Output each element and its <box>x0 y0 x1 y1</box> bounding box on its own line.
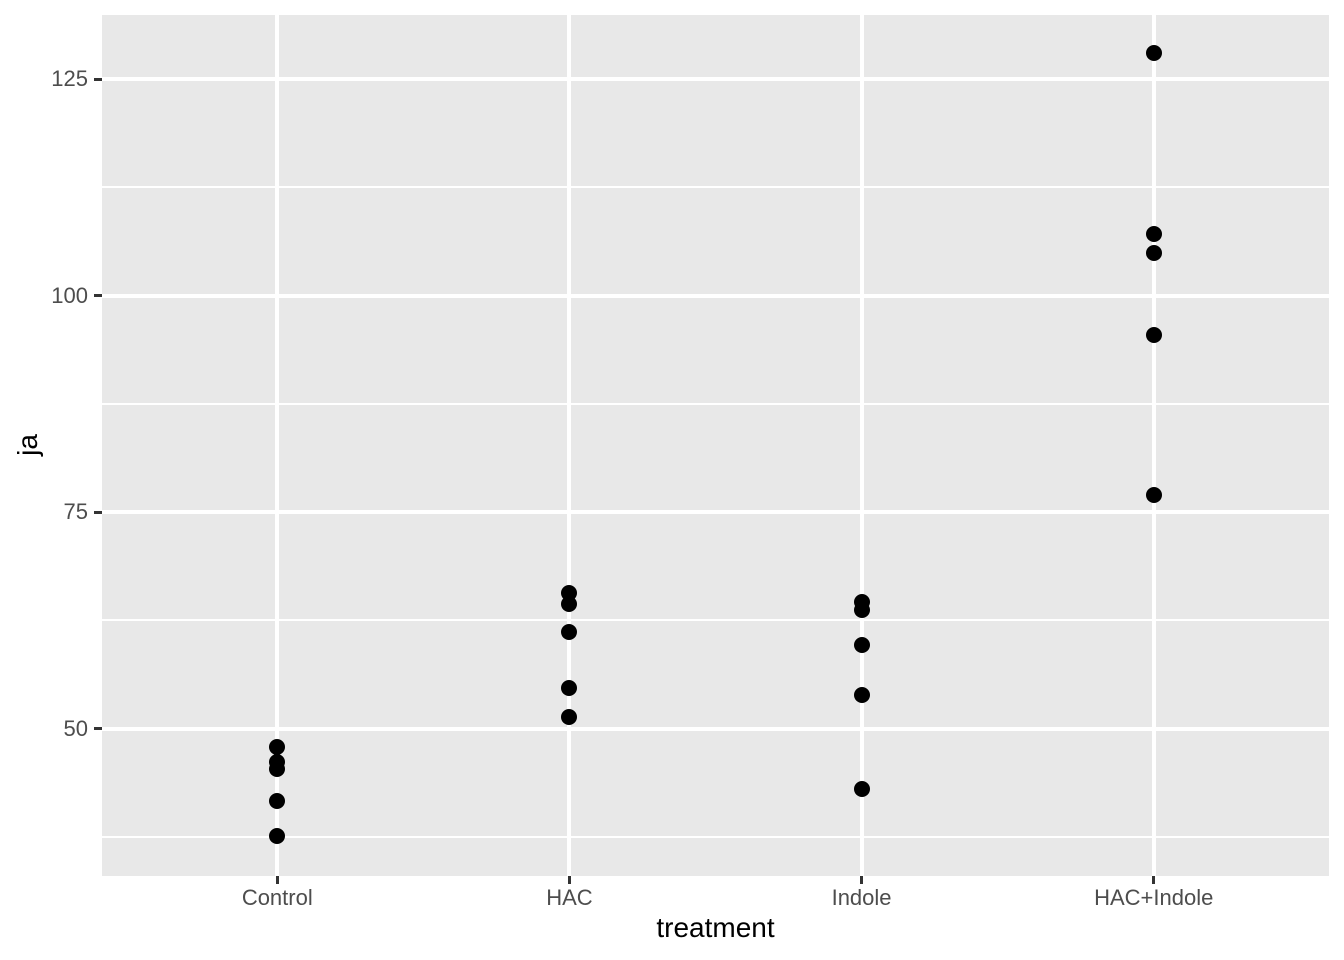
data-point <box>269 792 286 809</box>
x-axis-title: treatment <box>656 912 775 943</box>
y-tick-mark <box>94 510 102 514</box>
data-point <box>269 828 286 845</box>
data-point <box>269 738 286 755</box>
plot-panel <box>102 15 1329 876</box>
y-tick-mark <box>94 77 102 81</box>
x-tick-label: HAC+Indole <box>1094 885 1214 910</box>
y-grid-minor <box>102 402 1329 405</box>
data-point <box>853 636 870 653</box>
data-point <box>853 686 870 703</box>
data-point <box>1145 327 1162 344</box>
x-tick-label: Control <box>241 885 313 910</box>
y-tick-label: 75 <box>63 499 88 525</box>
y-grid-major <box>102 726 1329 731</box>
x-grid-major <box>859 15 864 876</box>
y-grid-minor <box>102 186 1329 189</box>
data-point <box>561 680 578 697</box>
x-grid-major <box>275 15 280 876</box>
y-tick-label: 125 <box>51 66 88 92</box>
y-grid-major <box>102 293 1329 298</box>
y-tick-mark <box>94 727 102 731</box>
data-point <box>561 596 578 612</box>
x-tick-mark <box>1152 876 1156 884</box>
data-point <box>1145 245 1162 262</box>
y-grid-major <box>102 510 1329 515</box>
data-point <box>561 623 578 640</box>
y-grid-major <box>102 77 1329 82</box>
x-tick-label: Indole <box>831 885 892 910</box>
x-grid-major <box>567 15 572 876</box>
data-point <box>1145 45 1162 62</box>
data-point <box>269 760 286 777</box>
data-point <box>1145 226 1162 243</box>
y-tick-label: 50 <box>63 715 88 741</box>
x-tick-mark <box>275 876 279 884</box>
y-grid-minor <box>102 836 1329 839</box>
x-tick-mark <box>860 876 864 884</box>
y-axis-title: ja <box>12 434 43 456</box>
data-point <box>561 708 578 725</box>
data-point <box>1145 486 1162 503</box>
x-tick-label: HAC <box>546 885 593 910</box>
y-tick-label: 100 <box>51 282 88 308</box>
x-grid-major <box>1151 15 1156 876</box>
data-point <box>853 780 870 797</box>
data-point <box>853 602 870 619</box>
x-tick-mark <box>567 876 571 884</box>
y-grid-minor <box>102 619 1329 622</box>
y-tick-mark <box>94 294 102 298</box>
